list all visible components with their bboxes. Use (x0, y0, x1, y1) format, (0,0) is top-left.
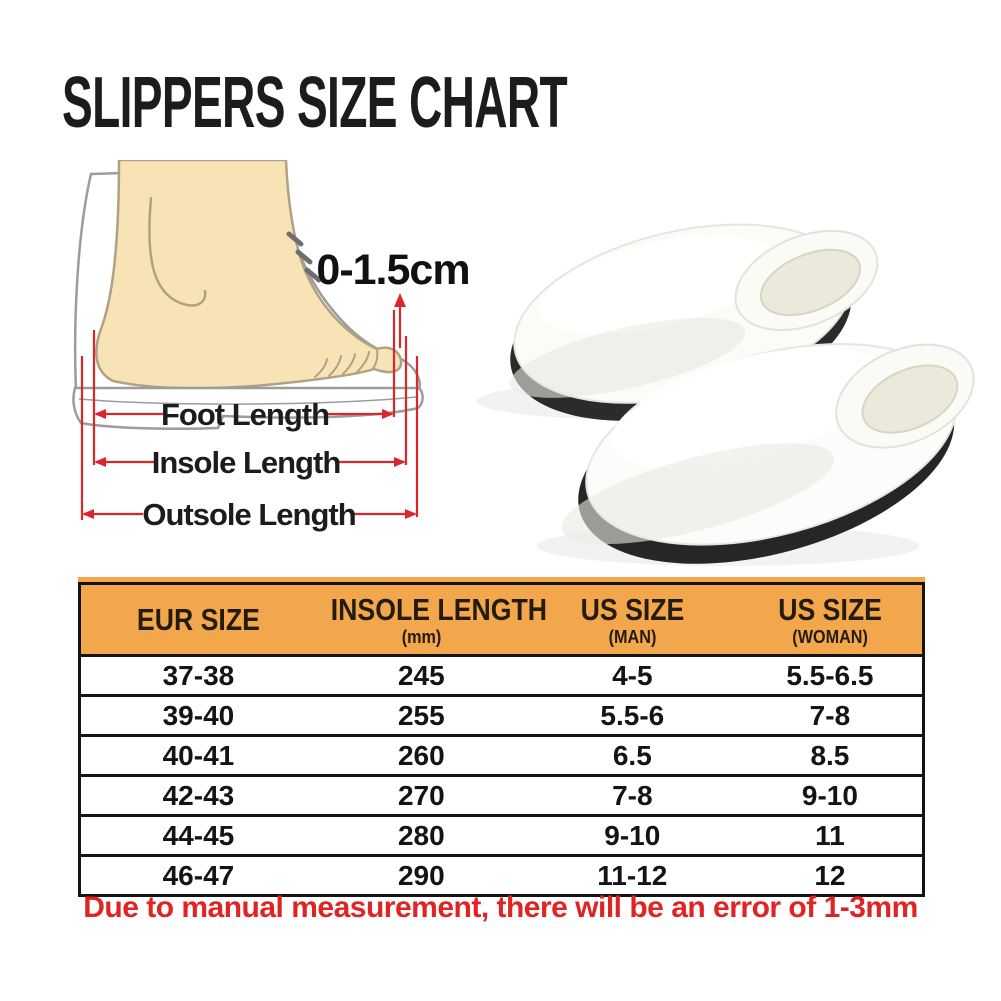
cell-us-size-woman: 11 (737, 814, 924, 856)
toe-lines (314, 350, 379, 378)
cell-insole-length: 255 (315, 694, 527, 736)
outsole-length-label: Outsole Length (142, 497, 355, 532)
insole-length-label: Insole Length (152, 445, 341, 480)
page-title: SLIPPERS SIZE CHART (62, 63, 568, 143)
cell-insole-length: 290 (315, 854, 527, 896)
front-slipper-insole (861, 364, 959, 434)
cell-eur-size: 46-47 (79, 854, 316, 896)
cell-us-size-man: 9-10 (526, 814, 738, 856)
cell-eur-size: 44-45 (79, 814, 316, 856)
slippers-photo (476, 223, 975, 566)
table-row: 42-43 270 7-8 9-10 (79, 774, 924, 816)
front-slipper (561, 343, 975, 564)
cell-insole-length: 245 (315, 654, 527, 696)
measurement-arrowheads (82, 293, 417, 519)
cell-us-size-woman: 12 (737, 854, 924, 896)
back-slipper-insole (759, 248, 862, 317)
table-row: 46-47 290 11-12 12 (79, 854, 924, 896)
table-row: 37-38 245 4-5 5.5-6.5 (79, 654, 924, 696)
col-header-us-size-woman: US SIZE (WOMAN) (737, 583, 924, 657)
toe-gap-label: 0-1.5cm (316, 246, 469, 294)
measurement-note: Due to manual measurement, there will be… (83, 891, 918, 924)
col-header-insole-length: INSOLE LENGTH (mm) (315, 583, 547, 657)
cell-us-size-woman: 8.5 (737, 734, 924, 776)
cell-eur-size: 40-41 (79, 734, 316, 776)
size-table-section: EUR SIZE INSOLE LENGTH (mm) US SIZE (MAN… (78, 577, 925, 897)
cell-eur-size: 42-43 (79, 774, 316, 816)
col-header-label: US SIZE (580, 592, 685, 627)
col-header-label: INSOLE LENGTH (330, 592, 547, 627)
col-header-sub: (mm) (401, 627, 442, 647)
cell-insole-length: 270 (315, 774, 527, 816)
col-header-label: EUR SIZE (136, 602, 260, 637)
cell-us-size-man: 11-12 (526, 854, 738, 896)
cell-us-size-man: 4-5 (526, 654, 738, 696)
col-header-sub: (WOMAN) (792, 627, 868, 647)
col-header-sub: (MAN) (608, 627, 657, 647)
cell-us-size-woman: 7-8 (737, 694, 924, 736)
cell-us-size-man: 6.5 (526, 734, 738, 776)
foot-measurement-diagram: 0-1.5cm Foot Length Insole Length Outsol… (72, 160, 471, 532)
foot-shape (95, 160, 403, 390)
ankle-line (148, 196, 207, 307)
table-top-accent (78, 577, 925, 582)
cell-us-size-man: 7-8 (526, 774, 738, 816)
cell-us-size-woman: 5.5-6.5 (737, 654, 924, 696)
cell-eur-size: 37-38 (79, 654, 316, 696)
col-header-label: US SIZE (778, 592, 882, 627)
shoe-sole (72, 386, 424, 431)
cell-insole-length: 260 (315, 734, 527, 776)
foot-length-label: Foot Length (161, 397, 329, 432)
col-header-eur-size: EUR SIZE (79, 583, 316, 657)
cell-insole-length: 280 (315, 814, 527, 856)
table-row: 40-41 260 6.5 8.5 (79, 734, 924, 776)
header-row: EUR SIZE INSOLE LENGTH (mm) US SIZE (MAN… (79, 583, 924, 657)
sole-seam (78, 396, 417, 405)
cell-us-size-man: 5.5-6 (526, 694, 738, 736)
size-table: EUR SIZE INSOLE LENGTH (mm) US SIZE (MAN… (78, 582, 925, 897)
table-row: 39-40 255 5.5-6 7-8 (79, 694, 924, 736)
cell-eur-size: 39-40 (79, 694, 316, 736)
col-header-us-size-man: US SIZE (MAN) (526, 583, 738, 657)
table-row: 44-45 280 9-10 11 (79, 814, 924, 856)
cell-us-size-woman: 9-10 (737, 774, 924, 816)
lace-dashes (286, 231, 322, 283)
measurement-lines (80, 305, 419, 520)
